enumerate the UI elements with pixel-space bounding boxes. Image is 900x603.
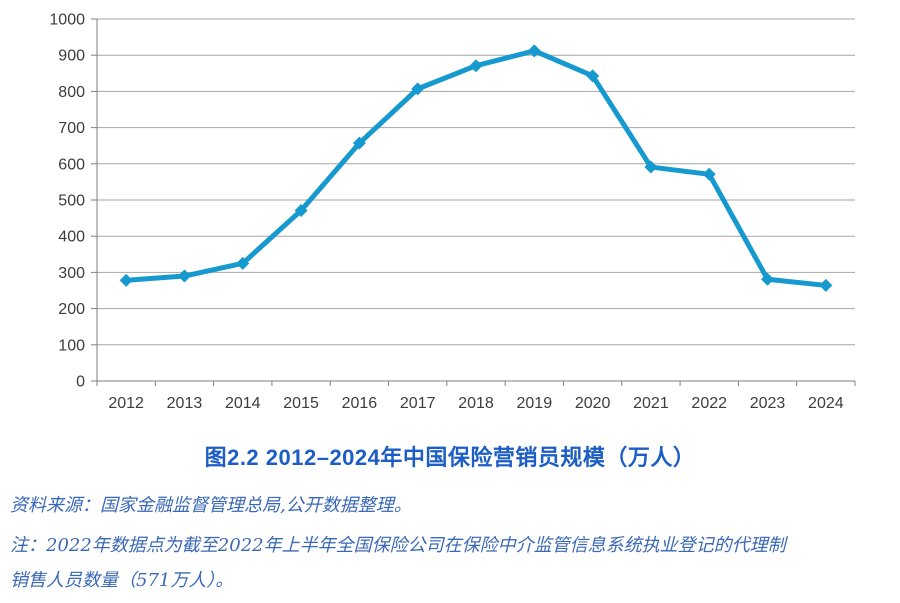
x-tick-label: 2019 bbox=[517, 395, 553, 412]
x-tick-label: 2017 bbox=[400, 395, 436, 412]
footnote-line-2: 销售人员数量（571万人）。 bbox=[10, 570, 234, 591]
data-point-marker bbox=[527, 44, 541, 58]
x-tick-label: 2020 bbox=[575, 395, 611, 412]
y-tick-label: 700 bbox=[58, 120, 85, 137]
chart-title: 图2.2 2012–2024年中国保险营销员规模（万人） bbox=[204, 445, 696, 470]
y-tick-label: 1000 bbox=[49, 12, 85, 29]
x-tick-label: 2023 bbox=[750, 395, 786, 412]
y-tick-label: 600 bbox=[58, 156, 85, 173]
y-tick-label: 500 bbox=[58, 193, 85, 210]
y-tick-label: 400 bbox=[58, 229, 85, 246]
x-tick-label: 2015 bbox=[283, 395, 319, 412]
x-tick-label: 2016 bbox=[342, 395, 378, 412]
footnote-line-1: 注：2022年数据点为截至2022年上半年全国保险公司在保险中介监管信息系统执业… bbox=[10, 535, 786, 556]
y-tick-label: 100 bbox=[58, 337, 85, 354]
x-tick-label: 2021 bbox=[633, 395, 669, 412]
data-point-marker bbox=[119, 273, 133, 287]
data-point-marker bbox=[411, 82, 425, 96]
y-tick-label: 800 bbox=[58, 84, 85, 101]
x-tick-label: 2024 bbox=[808, 395, 844, 412]
data-point-marker bbox=[819, 278, 833, 292]
data-point-marker bbox=[586, 69, 600, 83]
data-point-marker bbox=[294, 203, 308, 217]
x-tick-label: 2012 bbox=[108, 395, 144, 412]
data-point-marker bbox=[469, 59, 483, 73]
line-chart: 0 100 200 300 400 500 600 700 800 900 1000 2012 2013… bbox=[49, 12, 856, 412]
y-tick-label: 300 bbox=[58, 265, 85, 282]
data-line bbox=[123, 48, 829, 288]
data-point-marker bbox=[702, 167, 716, 181]
x-tick-label: 2014 bbox=[225, 395, 261, 412]
data-point-marker bbox=[761, 272, 775, 286]
data-point-marker bbox=[644, 160, 658, 174]
y-tick-label: 0 bbox=[76, 374, 85, 391]
data-point-marker bbox=[236, 256, 250, 270]
x-tick-label: 2013 bbox=[167, 395, 203, 412]
y-tick-label: 900 bbox=[58, 48, 85, 65]
source-note: 资料来源：国家金融监督管理总局,公开数据整理。 bbox=[10, 495, 412, 516]
x-tick-label: 2018 bbox=[458, 395, 494, 412]
data-point-marker bbox=[352, 136, 366, 150]
data-point-marker bbox=[177, 269, 191, 283]
y-tick-label: 200 bbox=[58, 301, 85, 318]
x-tick-label: 2022 bbox=[691, 395, 727, 412]
